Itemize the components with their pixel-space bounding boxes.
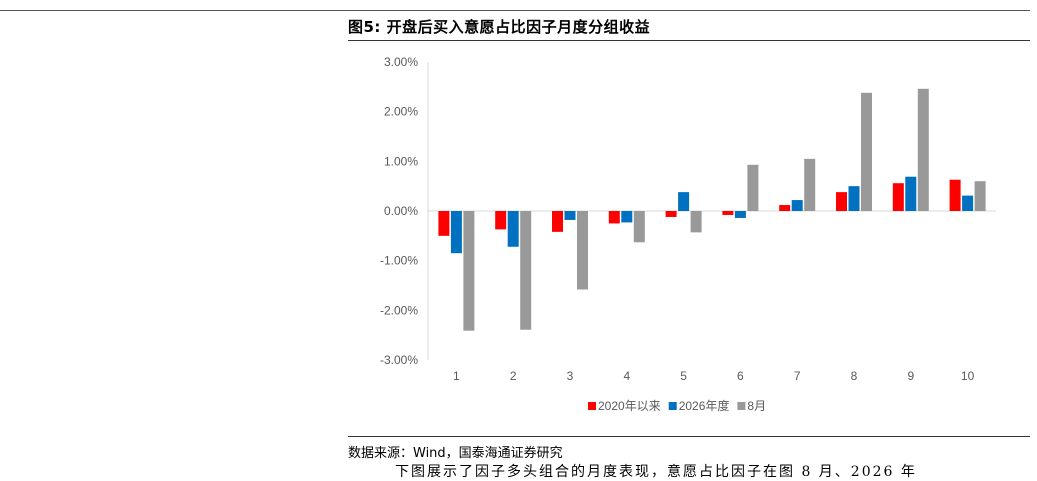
bar-3-series-2 <box>564 211 576 220</box>
y-tick-label: 3.00% <box>384 55 418 69</box>
bar-8-series-2 <box>848 186 860 211</box>
bar-3-series-3 <box>577 211 588 290</box>
bar-2-series-1 <box>495 211 507 230</box>
bar-4-series-1 <box>608 211 620 224</box>
bar-chart: 3.00% 2.00% 1.00% 0.00% -1.00% -2.00% -3.00% 1… <box>380 55 996 413</box>
x-tick-label: 1 <box>453 369 460 383</box>
body-text: 下图展示了因子多头组合的月度表现，意愿占比因子在图 8 月、2026 年 <box>395 464 917 480</box>
x-tick-label: 4 <box>623 369 630 383</box>
y-axis: 3.00% 2.00% 1.00% 0.00% -1.00% -2.00% -3.00% <box>380 55 429 367</box>
bar-10-series-2 <box>962 195 974 211</box>
bar-6-series-1 <box>722 211 734 215</box>
bar-7-series-2 <box>791 200 803 211</box>
bar-2-series-2 <box>507 211 519 247</box>
x-tick-label: 7 <box>794 369 801 383</box>
x-tick-label: 2 <box>510 369 517 383</box>
bar-7-series-3 <box>804 158 816 211</box>
bar-9-series-2 <box>905 176 917 211</box>
bar-10-series-1 <box>949 179 961 211</box>
y-tick-label: -1.00% <box>380 254 418 268</box>
legend-swatch-1 <box>588 402 596 410</box>
bar-6-series-3 <box>747 164 759 211</box>
bar-9-series-3 <box>917 88 929 211</box>
bar-8-series-1 <box>836 192 847 211</box>
bar-1-series-1 <box>438 211 450 236</box>
bar-6-series-2 <box>734 211 746 218</box>
bottom-rule <box>348 436 1030 437</box>
bar-10-series-3 <box>974 181 986 211</box>
bar-3-series-1 <box>552 211 563 232</box>
figure-title: 图5: 开盘后买入意愿占比因子月度分组收益 <box>348 18 651 36</box>
bar-8-series-3 <box>861 92 872 211</box>
bar-2-series-3 <box>520 211 532 330</box>
source-note: 数据来源：Wind，国泰海通证券研究 <box>348 446 563 461</box>
legend-label-3: 8月 <box>747 399 766 413</box>
bar-5-series-1 <box>665 211 677 217</box>
legend: 2020年以来 2026年度 8月 <box>588 398 766 413</box>
y-tick-label: -2.00% <box>380 303 418 317</box>
legend-swatch-3 <box>737 402 746 410</box>
bar-5-series-2 <box>678 192 690 211</box>
bar-4-series-2 <box>621 211 633 223</box>
y-tick-label: 1.00% <box>384 154 418 168</box>
bar-4-series-3 <box>633 211 645 243</box>
y-tick-label: 2.00% <box>384 105 418 119</box>
x-tick-label: 5 <box>680 369 687 383</box>
x-tick-label: 10 <box>961 369 975 383</box>
bar-9-series-1 <box>892 183 904 211</box>
x-tick-label: 3 <box>567 369 574 383</box>
legend-label-1: 2020年以来 <box>598 399 661 413</box>
x-tick-label: 6 <box>737 369 744 383</box>
title-rule <box>348 40 1030 41</box>
bars <box>438 88 986 331</box>
bar-7-series-1 <box>779 205 791 211</box>
x-tick-label: 9 <box>907 369 914 383</box>
legend-label-2: 2026年度 <box>679 398 730 413</box>
top-rule <box>0 10 1030 11</box>
bar-1-series-3 <box>463 211 475 331</box>
y-tick-label: -3.00% <box>380 353 418 367</box>
y-tick-label: 0.00% <box>384 204 418 218</box>
bar-5-series-3 <box>690 211 702 233</box>
bar-1-series-2 <box>450 211 462 254</box>
legend-swatch-2 <box>668 402 677 410</box>
x-tick-label: 8 <box>851 369 858 383</box>
